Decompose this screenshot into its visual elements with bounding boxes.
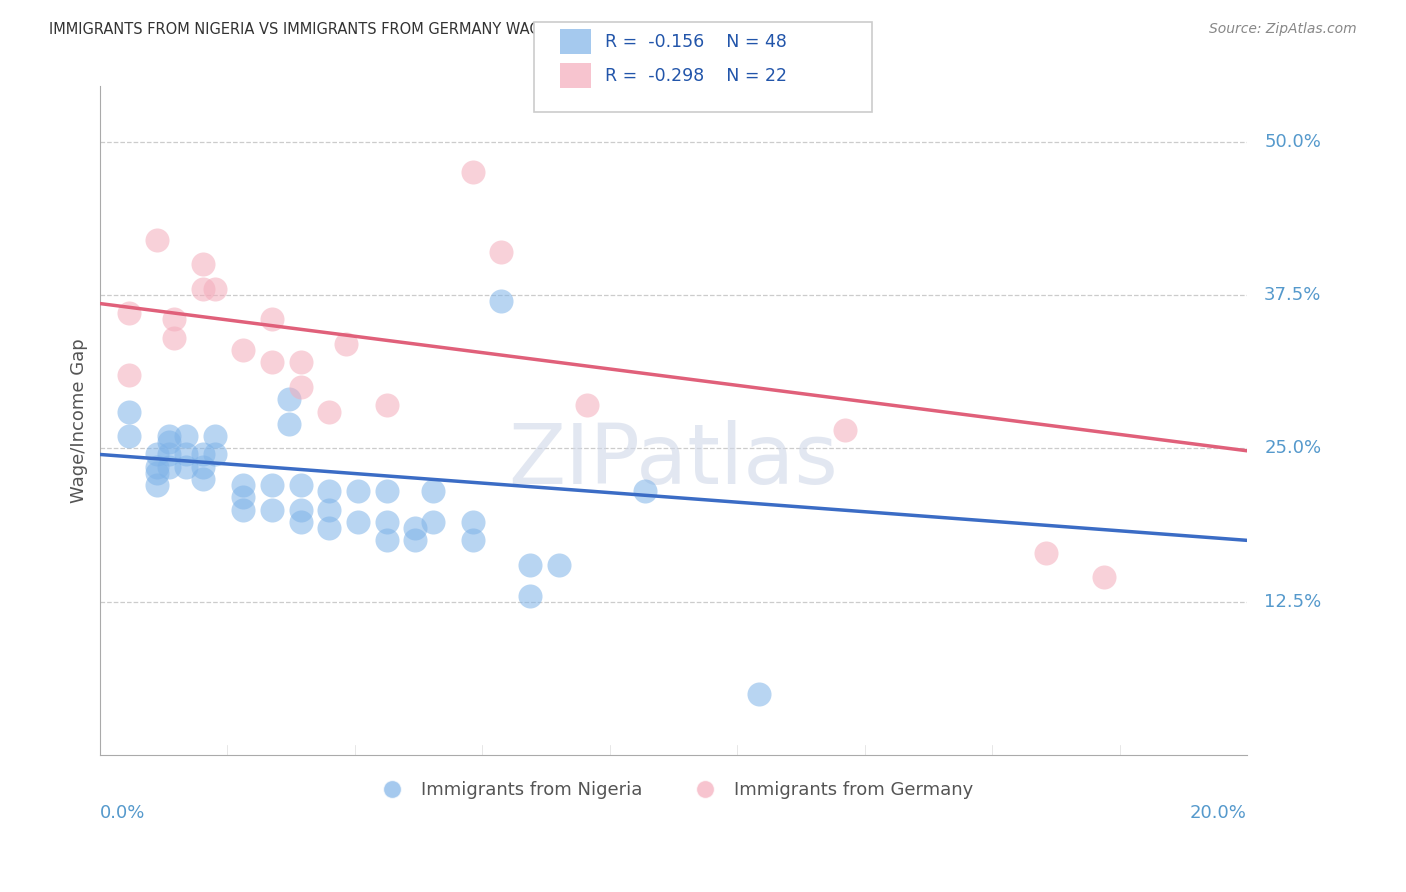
Point [547, 558, 569, 572]
Point [117, 368, 139, 382]
Text: 25.0%: 25.0% [1264, 440, 1322, 458]
Point [232, 491, 254, 505]
Point [491, 245, 513, 260]
Point [204, 429, 226, 443]
Text: 37.5%: 37.5% [1264, 286, 1322, 304]
Text: Wage/Income Gap: Wage/Income Gap [70, 338, 89, 503]
Point [117, 306, 139, 320]
Point [519, 589, 541, 603]
Point [157, 447, 180, 461]
Point [260, 478, 283, 492]
Point [375, 515, 398, 529]
Point [117, 404, 139, 418]
Point [347, 515, 370, 529]
Point [163, 331, 186, 345]
Text: R =  -0.156    N = 48: R = -0.156 N = 48 [605, 33, 786, 51]
Point [404, 521, 426, 535]
Point [748, 687, 770, 701]
Point [519, 558, 541, 572]
Point [290, 380, 312, 394]
Point [191, 447, 214, 461]
Point [191, 459, 214, 474]
Point [146, 466, 169, 480]
Point [232, 478, 254, 492]
Point [260, 312, 283, 326]
Point [174, 429, 197, 443]
Point [461, 515, 484, 529]
Point [278, 417, 301, 431]
Point [157, 435, 180, 450]
Point [191, 282, 214, 296]
Text: 12.5%: 12.5% [1264, 592, 1322, 611]
Text: Source: ZipAtlas.com: Source: ZipAtlas.com [1209, 22, 1357, 37]
Point [174, 459, 197, 474]
Point [375, 398, 398, 412]
Point [422, 515, 444, 529]
Point [278, 392, 301, 407]
Point [834, 423, 856, 437]
Point [117, 429, 139, 443]
Point [204, 282, 226, 296]
Point [576, 398, 599, 412]
Point [163, 312, 186, 326]
Point [1092, 570, 1115, 584]
Point [422, 484, 444, 499]
Point [335, 337, 357, 351]
Point [318, 521, 340, 535]
Point [260, 502, 283, 516]
Text: 0.0%: 0.0% [100, 805, 145, 822]
Point [146, 478, 169, 492]
Point [1035, 546, 1057, 560]
Point [290, 478, 312, 492]
Point [204, 447, 226, 461]
Point [491, 294, 513, 309]
Point [634, 484, 657, 499]
Point [157, 429, 180, 443]
Point [461, 165, 484, 179]
Point [232, 343, 254, 358]
Point [146, 447, 169, 461]
Text: ZIPatlas: ZIPatlas [509, 420, 838, 501]
Point [174, 447, 197, 461]
Point [318, 404, 340, 418]
Point [404, 533, 426, 548]
Point [461, 533, 484, 548]
Point [232, 502, 254, 516]
Point [191, 257, 214, 271]
Point [191, 472, 214, 486]
Point [146, 459, 169, 474]
Point [318, 484, 340, 499]
Text: 20.0%: 20.0% [1189, 805, 1247, 822]
Point [157, 459, 180, 474]
Point [375, 484, 398, 499]
Point [290, 502, 312, 516]
Point [347, 484, 370, 499]
Point [318, 502, 340, 516]
Text: R =  -0.298    N = 22: R = -0.298 N = 22 [605, 67, 786, 85]
Point [375, 533, 398, 548]
Point [290, 515, 312, 529]
Point [260, 355, 283, 369]
Text: IMMIGRANTS FROM NIGERIA VS IMMIGRANTS FROM GERMANY WAGE/INCOME GAP CORRELATION C: IMMIGRANTS FROM NIGERIA VS IMMIGRANTS FR… [49, 22, 811, 37]
Text: 50.0%: 50.0% [1264, 133, 1322, 151]
Legend: Immigrants from Nigeria, Immigrants from Germany: Immigrants from Nigeria, Immigrants from… [367, 773, 980, 806]
Point [290, 355, 312, 369]
Point [146, 233, 169, 247]
